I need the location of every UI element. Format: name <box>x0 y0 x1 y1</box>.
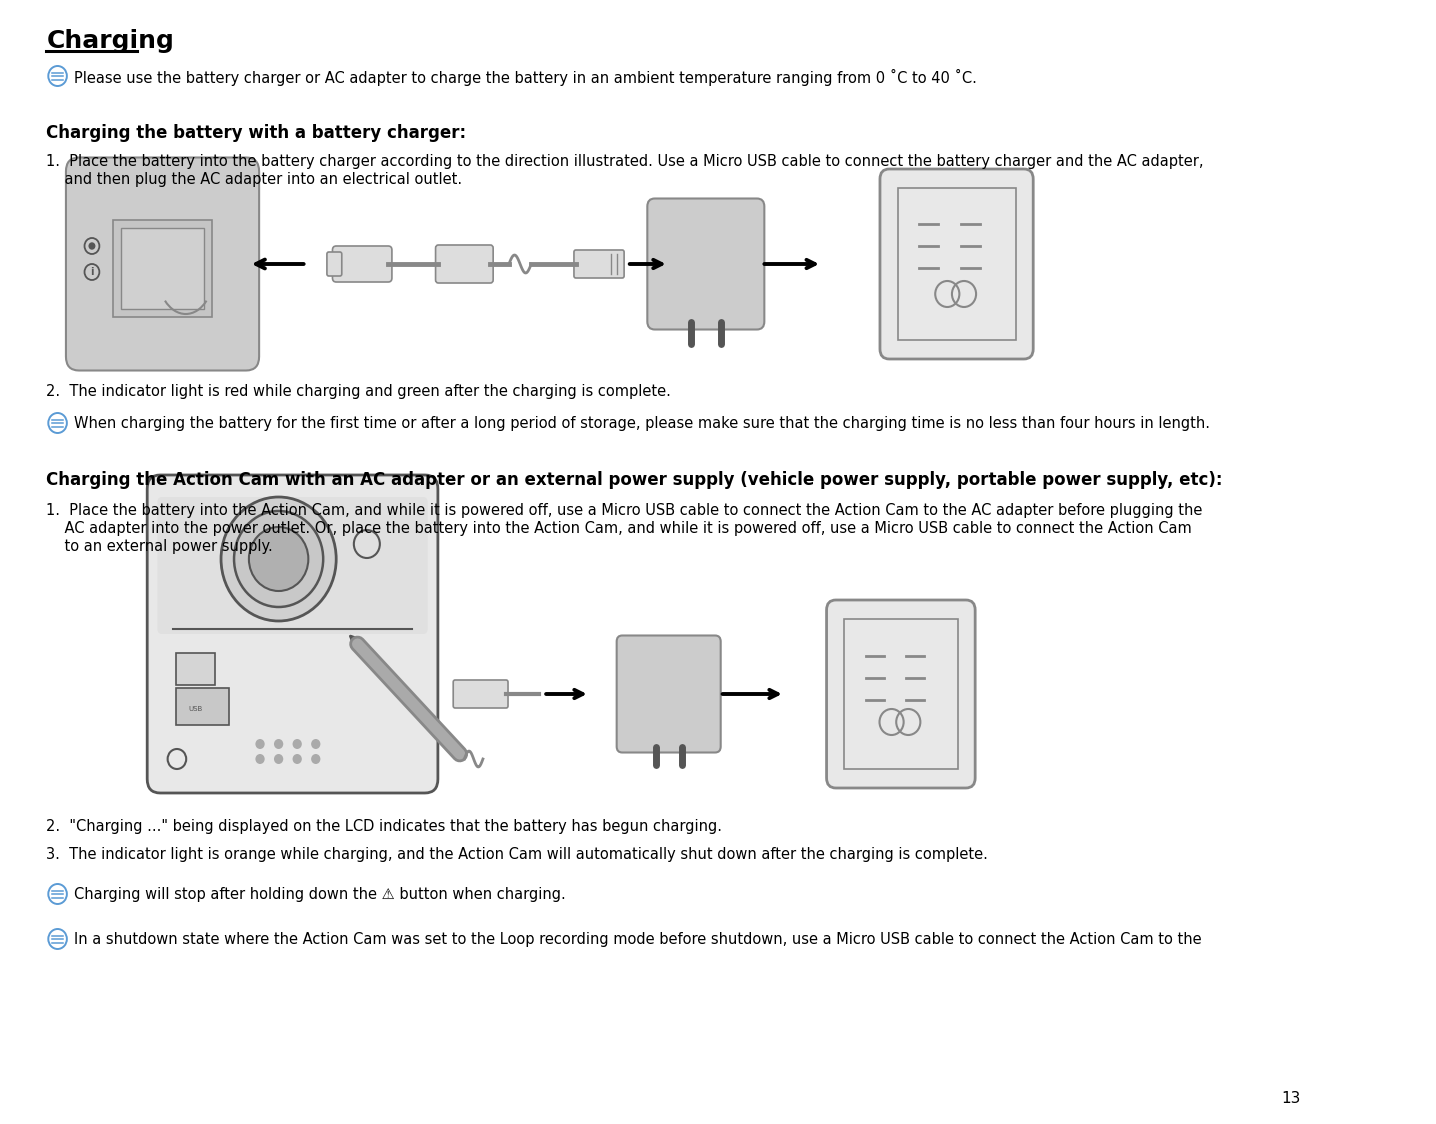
Text: i: i <box>90 268 93 277</box>
Circle shape <box>256 738 264 749</box>
Circle shape <box>256 754 264 764</box>
FancyBboxPatch shape <box>454 680 508 708</box>
Text: Charging the Action Cam with an AC adapter or an external power supply (vehicle : Charging the Action Cam with an AC adapt… <box>46 471 1223 489</box>
Text: USB: USB <box>188 706 202 711</box>
FancyBboxPatch shape <box>158 497 428 634</box>
FancyBboxPatch shape <box>616 635 721 752</box>
Text: 3.  The indicator light is orange while charging, and the Action Cam will automa: 3. The indicator light is orange while c… <box>46 847 988 862</box>
FancyBboxPatch shape <box>113 220 211 317</box>
Text: When charging the battery for the first time or after a long period of storage, : When charging the battery for the first … <box>75 416 1211 430</box>
Circle shape <box>293 754 302 764</box>
FancyBboxPatch shape <box>898 188 1015 339</box>
Text: Please use the battery charger or AC adapter to charge the battery in an ambient: Please use the battery charger or AC ada… <box>75 69 976 87</box>
FancyBboxPatch shape <box>66 157 258 371</box>
FancyBboxPatch shape <box>177 653 215 685</box>
Circle shape <box>89 243 95 250</box>
FancyBboxPatch shape <box>827 600 975 788</box>
Circle shape <box>248 527 309 591</box>
Text: AC adapter into the power outlet. Or, place the battery into the Action Cam, and: AC adapter into the power outlet. Or, pl… <box>46 522 1192 536</box>
Circle shape <box>234 511 323 607</box>
Text: Charging: Charging <box>46 29 174 53</box>
FancyBboxPatch shape <box>333 246 392 282</box>
Text: to an external power supply.: to an external power supply. <box>46 540 273 554</box>
Text: and then plug the AC adapter into an electrical outlet.: and then plug the AC adapter into an ele… <box>46 172 462 187</box>
Text: 2.  The indicator light is red while charging and green after the charging is co: 2. The indicator light is red while char… <box>46 384 671 399</box>
FancyBboxPatch shape <box>574 250 625 278</box>
Text: 2.  "Charging ..." being displayed on the LCD indicates that the battery has beg: 2. "Charging ..." being displayed on the… <box>46 819 722 834</box>
Text: 13: 13 <box>1281 1091 1300 1106</box>
Text: 1.  Place the battery into the battery charger according to the direction illust: 1. Place the battery into the battery ch… <box>46 154 1203 169</box>
FancyBboxPatch shape <box>148 475 438 794</box>
Circle shape <box>312 754 320 764</box>
FancyBboxPatch shape <box>648 199 764 329</box>
Text: 1.  Place the battery into the Action Cam, and while it is powered off, use a Mi: 1. Place the battery into the Action Cam… <box>46 504 1203 518</box>
FancyBboxPatch shape <box>880 169 1034 359</box>
Circle shape <box>274 754 283 764</box>
FancyBboxPatch shape <box>177 688 228 725</box>
Circle shape <box>293 738 302 749</box>
FancyBboxPatch shape <box>435 245 493 283</box>
Text: In a shutdown state where the Action Cam was set to the Loop recording mode befo: In a shutdown state where the Action Cam… <box>75 932 1202 948</box>
FancyBboxPatch shape <box>844 619 958 769</box>
Text: Charging will stop after holding down the ⚠ button when charging.: Charging will stop after holding down th… <box>75 887 566 901</box>
Circle shape <box>312 738 320 749</box>
Circle shape <box>221 497 336 620</box>
Circle shape <box>274 738 283 749</box>
Text: Charging the battery with a battery charger:: Charging the battery with a battery char… <box>46 124 467 142</box>
FancyBboxPatch shape <box>121 228 204 309</box>
FancyBboxPatch shape <box>327 252 342 277</box>
